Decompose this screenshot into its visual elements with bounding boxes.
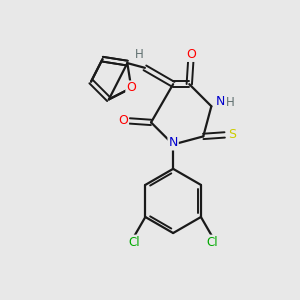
Text: N: N — [216, 95, 226, 108]
Text: S: S — [228, 128, 236, 141]
Text: O: O — [126, 82, 136, 94]
Text: H: H — [135, 48, 143, 61]
Text: Cl: Cl — [206, 236, 218, 249]
Text: H: H — [225, 96, 234, 109]
Text: O: O — [186, 48, 196, 61]
Text: N: N — [168, 136, 178, 149]
Text: O: O — [118, 114, 128, 128]
Text: Cl: Cl — [128, 236, 140, 249]
